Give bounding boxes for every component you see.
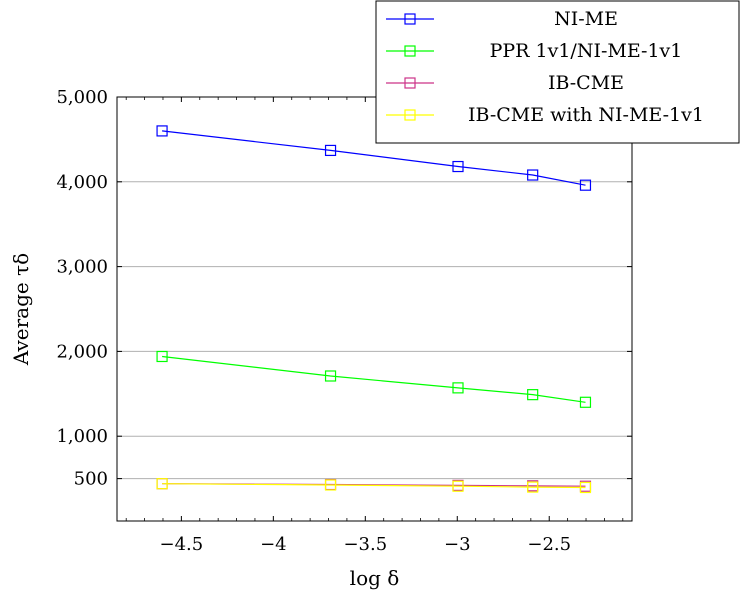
y-tick-label: 4,000	[56, 172, 108, 193]
series-layer	[156, 125, 592, 494]
data-point-marker	[324, 370, 337, 382]
grid-lines	[117, 96, 632, 480]
data-point-marker	[527, 481, 539, 493]
data-point-marker	[452, 160, 464, 173]
legend-marker	[404, 13, 416, 25]
series-1	[156, 125, 592, 191]
data-point-marker	[324, 479, 337, 491]
series-4	[156, 478, 592, 494]
data-point-marker	[579, 179, 592, 191]
y-axis-label: Average τδ	[9, 253, 33, 366]
data-point-marker	[156, 478, 168, 490]
x-tick-label: −4.5	[160, 534, 204, 555]
series-line	[162, 355, 586, 403]
legend-label: PPR 1v1/NI-ME-1v1	[490, 40, 683, 62]
data-point-marker	[324, 144, 337, 157]
plot-area-frame	[116, 96, 633, 522]
legend-label: IB-CME	[548, 72, 624, 94]
y-tick-label: 2,000	[56, 341, 108, 362]
series-line	[162, 130, 586, 186]
legend-item-4: IB-CME with NI-ME-1v1	[386, 104, 704, 126]
legend-marker	[404, 77, 416, 89]
legend-item-1: NI-ME	[386, 8, 618, 30]
legend-label: IB-CME with NI-ME-1v1	[468, 104, 704, 126]
y-tick-label: 3,000	[56, 257, 108, 278]
x-tick-label: −2.5	[527, 534, 571, 555]
x-tick-label: −3	[444, 534, 471, 555]
series-line	[162, 483, 586, 489]
x-tick-label: −4	[260, 534, 287, 555]
legend-label: NI-ME	[554, 8, 618, 30]
legend-marker	[404, 109, 416, 121]
data-point-marker	[579, 481, 592, 494]
legend-item-3: IB-CME	[386, 72, 624, 94]
data-point-marker	[579, 396, 592, 408]
data-point-marker	[452, 480, 464, 492]
y-tick-label: 1,000	[56, 426, 108, 447]
data-point-marker	[452, 382, 464, 394]
x-axis-label: log δ	[350, 566, 400, 590]
axis-ticks: 500 1,000 2,000 3,000 4,000 5,000 −4.5 −4 −3.5 −3…	[56, 87, 632, 555]
data-point-marker	[527, 389, 539, 401]
series-2	[156, 350, 592, 408]
data-point-marker	[527, 169, 539, 181]
legend-item-2: PPR 1v1/NI-ME-1v1	[386, 40, 682, 62]
legend-marker	[404, 45, 416, 57]
data-point-marker	[156, 125, 168, 137]
x-tick-label: −3.5	[343, 534, 387, 555]
y-tick-label: 500	[74, 469, 108, 490]
legend-box	[375, 0, 740, 144]
y-tick-label: 5,000	[56, 87, 108, 108]
data-point-marker	[156, 350, 168, 363]
legend: NI-ME PPR 1v1/NI-ME-1v1 IB-CME IB-CME with …	[375, 0, 740, 144]
